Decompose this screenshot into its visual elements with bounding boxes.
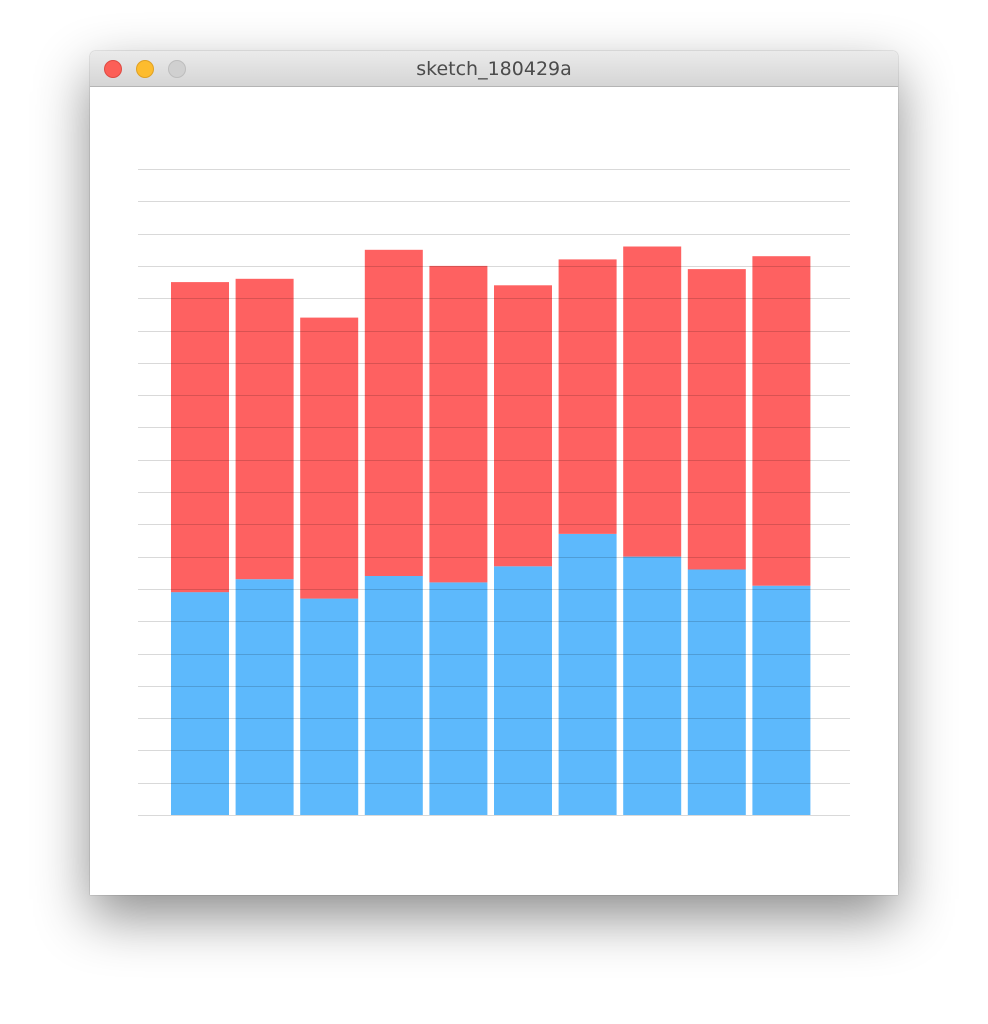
bar-segment-series-2-category-4 [364, 249, 423, 577]
bar-segment-series-1-category-10 [752, 585, 811, 815]
bar-segment-series-2-category-2 [235, 278, 294, 580]
zoom-window-button[interactable] [168, 60, 186, 78]
bar-segment-series-2-category-10 [752, 256, 811, 586]
bar-segment-series-2-category-1 [171, 282, 229, 593]
bar-segment-series-1-category-9 [687, 569, 746, 815]
bar-segment-series-2-category-3 [300, 317, 359, 599]
title-bar[interactable]: sketch_180429a [90, 51, 898, 87]
stacked-bar-chart [138, 169, 850, 816]
sketch-window: sketch_180429a [90, 51, 898, 895]
bar-segment-series-1-category-2 [235, 579, 294, 815]
close-window-button[interactable] [104, 60, 122, 78]
bar-segment-series-2-category-9 [687, 269, 746, 570]
bar-segment-series-1-category-1 [171, 592, 229, 815]
bar-segment-series-2-category-6 [494, 285, 552, 567]
bar-segment-series-1-category-5 [429, 582, 488, 815]
bar-segment-series-1-category-8 [623, 556, 682, 815]
window-title: sketch_180429a [416, 58, 572, 80]
bar-segment-series-2-category-5 [429, 265, 488, 583]
bar-segment-series-1-category-3 [300, 598, 359, 815]
sketch-canvas [90, 87, 898, 895]
minimize-window-button[interactable] [136, 60, 154, 78]
bar-segment-series-1-category-6 [494, 566, 552, 815]
bar-segment-series-2-category-7 [558, 259, 617, 534]
bar-segment-series-1-category-7 [558, 534, 617, 815]
bar-segment-series-1-category-4 [364, 576, 423, 815]
bar-segment-series-2-category-8 [623, 246, 682, 557]
